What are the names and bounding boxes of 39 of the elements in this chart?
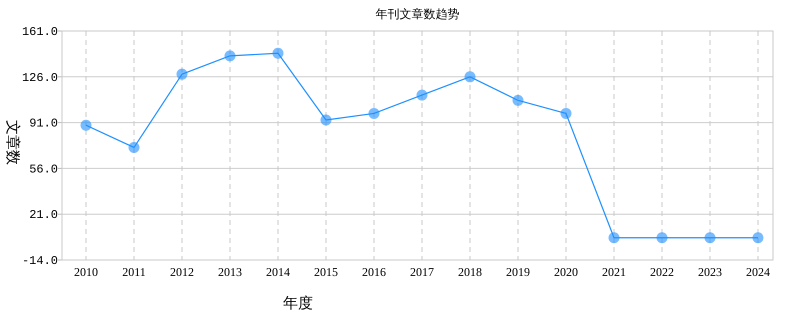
point — [320, 114, 332, 126]
x-tick-label: 2024 — [746, 265, 770, 279]
point — [80, 120, 92, 131]
point — [224, 50, 236, 62]
point — [608, 232, 620, 244]
chart-title: 年刊文章数趋势 — [376, 7, 460, 21]
point — [272, 48, 284, 59]
y-tick-label: 126.0 — [22, 70, 58, 85]
point — [464, 71, 476, 82]
x-tick-label: 2023 — [698, 265, 722, 279]
x-tick-label: 2018 — [458, 265, 482, 279]
x-tick-label: 2010 — [74, 265, 98, 279]
x-tick-label: 2013 — [218, 265, 242, 279]
point — [560, 108, 572, 119]
x-tick-label: 2022 — [650, 265, 674, 279]
point — [704, 232, 716, 244]
x-tick-label: 2011 — [122, 265, 146, 279]
point — [176, 68, 188, 80]
y-tick-label: -14.0 — [22, 254, 58, 268]
point — [752, 232, 764, 244]
y-tick-label: 91.0 — [29, 116, 58, 131]
x-tick-label: 2021 — [602, 265, 626, 279]
y-tick-label: 21.0 — [29, 208, 58, 222]
x-tick-label: 2019 — [506, 265, 530, 279]
x-tick-label: 2015 — [314, 265, 338, 279]
x-tick-label: 2014 — [266, 265, 290, 279]
point — [656, 232, 668, 244]
x-tick-label: 2020 — [554, 265, 578, 279]
x-axis-title: 年度 — [283, 295, 313, 312]
y-axis-title: 文章数 — [4, 120, 21, 165]
point — [368, 108, 380, 119]
point — [128, 142, 140, 153]
y-tick-label: 161.0 — [22, 25, 58, 39]
x-tick-label: 2016 — [362, 265, 386, 279]
x-tick-label: 2012 — [170, 265, 194, 279]
y-tick-label: 56.0 — [29, 162, 58, 176]
point — [416, 90, 428, 101]
x-tick-label: 2017 — [410, 265, 434, 279]
point — [512, 94, 524, 106]
